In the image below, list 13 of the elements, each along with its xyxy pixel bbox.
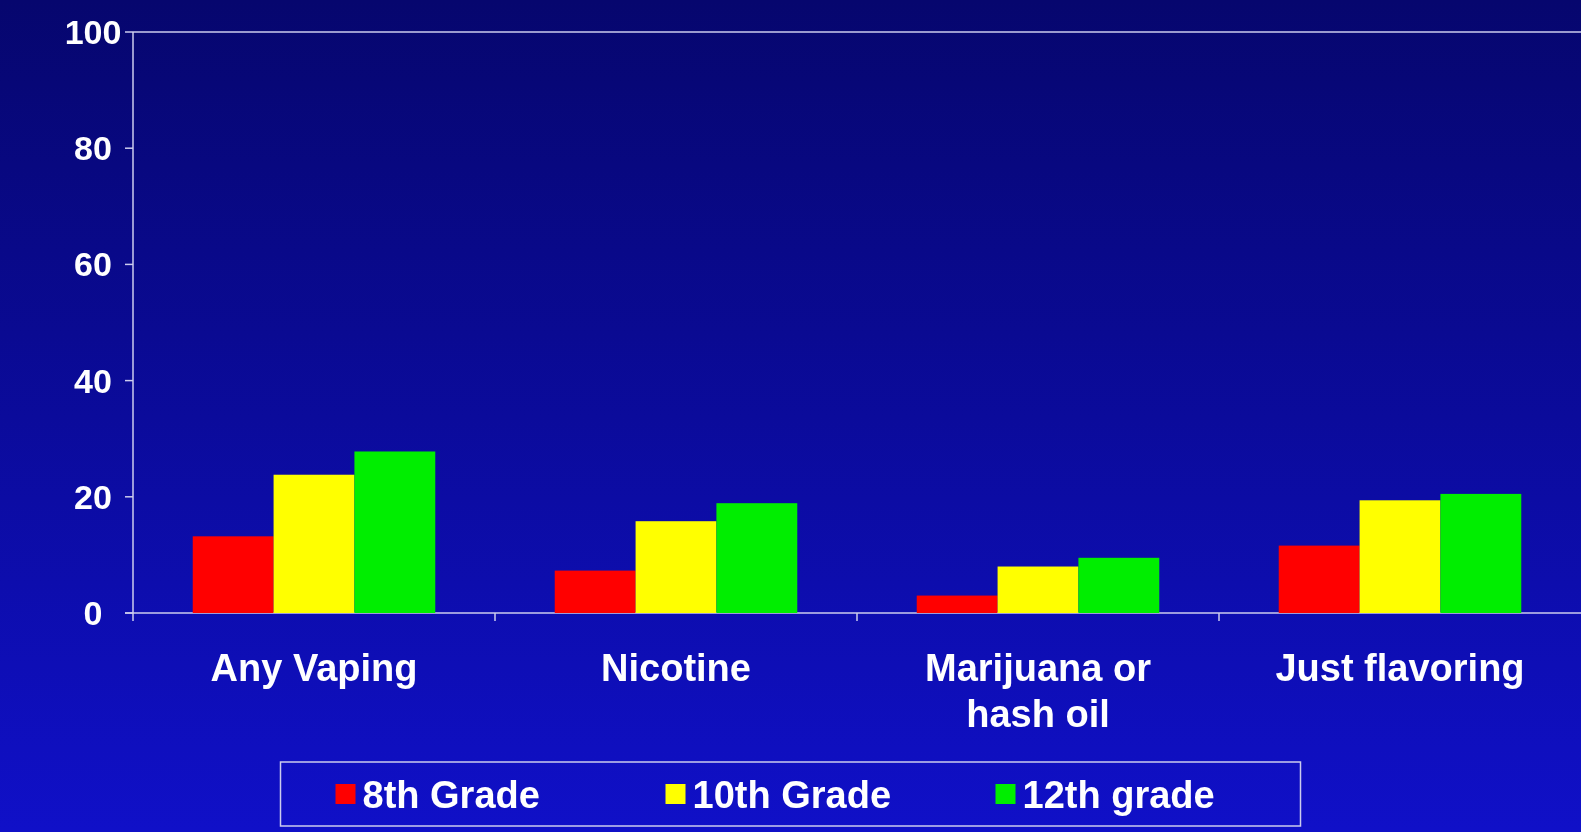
y-tick-label: 20 [74,477,112,516]
y-tick-label: 80 [74,129,112,168]
y-tick-label: 40 [74,361,112,400]
legend-label: 12th grade [1022,774,1215,817]
x-tick-label: Nicotine [601,647,751,689]
x-tick-label: Just flavoring [1275,647,1525,689]
y-tick-label: 100 [64,12,122,51]
y-tick-label: 0 [83,593,103,632]
y-tick-label: 60 [74,245,112,284]
legend-label: 8th Grade [362,774,540,817]
legend-label: 10th Grade [692,774,892,817]
x-tick-label: Any Vaping [210,647,418,689]
x-tick-label: Marijuana or hash oil [925,647,1152,735]
